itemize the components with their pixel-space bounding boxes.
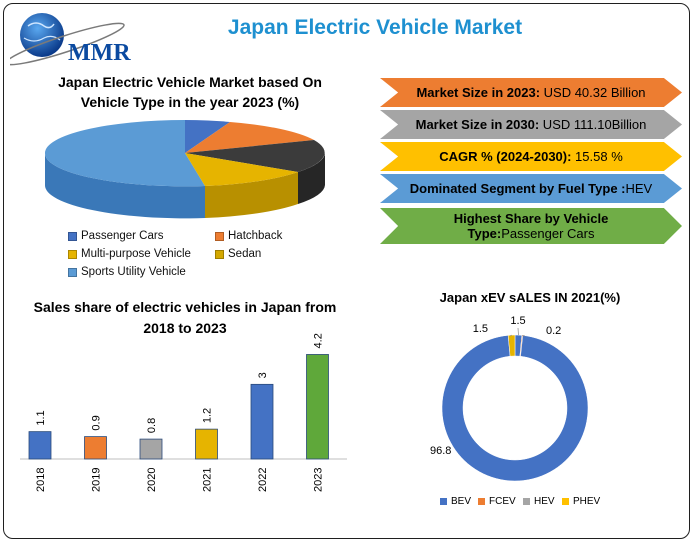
- pie-slice-suv: [44, 120, 205, 187]
- pie-slice-mpv: [185, 153, 298, 186]
- vehicle-type-pie-chart: [44, 120, 325, 219]
- donut-chart-title: Japan xEV sALES IN 2021(%): [439, 290, 621, 305]
- bar-category-label: 2022: [257, 468, 269, 492]
- bar-value-label: 0.8: [146, 418, 158, 433]
- banner-label: Highest Share by Vehicle Type:: [453, 211, 609, 241]
- banner-value: USD 40.32 Billion: [540, 85, 646, 100]
- legend-item: Sports Utility Vehicle: [68, 266, 186, 278]
- donut-value-label: 0.2: [546, 325, 561, 337]
- pie-side-sedan: [298, 153, 325, 204]
- donut-slice-hev: [441, 335, 589, 482]
- donut-value-label: 1.5: [510, 315, 525, 327]
- bar-2022: [250, 383, 274, 460]
- pie-slice-sedan: [185, 140, 325, 172]
- banner-market-size-2023: Market Size in 2023: USD 40.32 Billion: [380, 78, 682, 107]
- banner-label: CAGR % (2024-2030):: [439, 149, 572, 164]
- page-title: Japan Electric Vehicle Market: [227, 16, 523, 39]
- legend-swatch: [478, 498, 485, 505]
- donut-legend-item: BEV: [440, 496, 471, 507]
- bar-2019: [84, 436, 107, 460]
- bar-chart-title: Sales share of electric vehicles in Japa…: [33, 299, 337, 336]
- bar-category-label: 2019: [91, 468, 103, 492]
- xev-sales-donut-chart: 1.5 0.2 96.8 1.5: [430, 315, 589, 482]
- legend-label: FCEV: [489, 496, 516, 507]
- bar-value-label: 1.1: [35, 410, 47, 425]
- legend-item: Sedan: [215, 248, 261, 260]
- donut-group: 1.5 0.2 96.8 1.5: [430, 315, 589, 482]
- bar-2020: [139, 438, 163, 460]
- legend-label: Multi-purpose Vehicle: [81, 248, 191, 260]
- legend-swatch: [68, 249, 77, 259]
- donut-legend-item: PHEV: [562, 496, 600, 507]
- bar-value-label: 1.2: [202, 408, 214, 423]
- legend-item: Passenger Cars: [68, 230, 163, 242]
- key-facts-panel: Market Size in 2023: USD 40.32 Billion M…: [380, 78, 685, 248]
- bar-category-label: 2021: [202, 468, 214, 492]
- legend-label: PHEV: [573, 496, 601, 507]
- legend-label: Passenger Cars: [81, 230, 164, 242]
- bar-category-label: 2020: [146, 468, 158, 492]
- banner-label: Market Size in 2023:: [416, 85, 541, 100]
- legend-swatch: [215, 249, 224, 259]
- donut-slice-phev: [507, 334, 516, 357]
- banner-value: 15.58 %: [571, 149, 623, 164]
- legend-swatch: [68, 267, 77, 277]
- legend-item: Hatchback: [215, 230, 282, 242]
- logo-text: MMR: [68, 40, 131, 66]
- legend-label: HEV: [534, 496, 555, 507]
- bar-category-label: 2018: [35, 468, 47, 492]
- pie-side-mpv: [205, 172, 298, 218]
- pie-slice-passenger-cars: [185, 120, 230, 153]
- banner-market-size-2030: Market Size in 2030: USD 111.10Billion: [380, 110, 682, 139]
- legend-swatch: [215, 231, 224, 241]
- donut-legend-item: HEV: [523, 496, 555, 507]
- banner-label: Market Size in 2030:: [415, 117, 540, 132]
- banner-highest-share: Highest Share by Vehicle Type:Passenger …: [380, 208, 682, 244]
- donut-value-label: 96.8: [430, 445, 451, 457]
- bar-value-label: 0.9: [91, 415, 103, 430]
- donut-leader-line: [522, 335, 526, 337]
- pie-slice-hatchback: [185, 122, 314, 153]
- bar-value-label: 4.2: [313, 333, 325, 348]
- bar-category-label: 2023: [313, 468, 325, 492]
- donut-value-label: 1.5: [473, 323, 488, 335]
- bar-2023: [306, 354, 329, 460]
- pie-side-suv: [44, 153, 205, 219]
- donut-legend-item: FCEV: [478, 496, 516, 507]
- banner-value: Passenger Cars: [501, 226, 595, 241]
- legend-label: Sports Utility Vehicle: [81, 266, 186, 278]
- mmr-logo: MMR: [10, 13, 131, 66]
- bar-2021: [195, 428, 218, 460]
- ev-sales-share-bar-chart: 1.1 2018 0.9 2019 0.8 2020 1.2 2021 3 2022 4.2 2023: [20, 333, 347, 492]
- bars-group: 1.1 2018 0.9 2019 0.8 2020 1.2 2021 3 2022 4.2 2023: [28, 333, 329, 492]
- legend-swatch: [68, 231, 77, 241]
- legend-label: Sedan: [228, 248, 262, 260]
- legend-swatch: [440, 498, 447, 505]
- legend-item: Multi-purpose Vehicle: [68, 248, 191, 260]
- legend-swatch: [562, 498, 569, 505]
- pie-chart-title: Japan Electric Vehicle Market based On V…: [58, 74, 322, 110]
- bar-value-label: 3: [257, 372, 269, 378]
- banner-value: USD 111.10Billion: [539, 117, 647, 132]
- legend-swatch: [523, 498, 530, 505]
- banner-label: Dominated Segment by Fuel Type :: [409, 181, 626, 196]
- bar-2018: [28, 431, 52, 460]
- donut-leader-line: [509, 334, 512, 337]
- legend-label: BEV: [451, 496, 472, 507]
- banner-value: HEV: [625, 181, 653, 196]
- banner-cagr: CAGR % (2024-2030): 15.58 %: [380, 142, 682, 171]
- banner-dominated-segment: Dominated Segment by Fuel Type :HEV: [380, 174, 682, 203]
- legend-label: Hatchback: [228, 230, 283, 242]
